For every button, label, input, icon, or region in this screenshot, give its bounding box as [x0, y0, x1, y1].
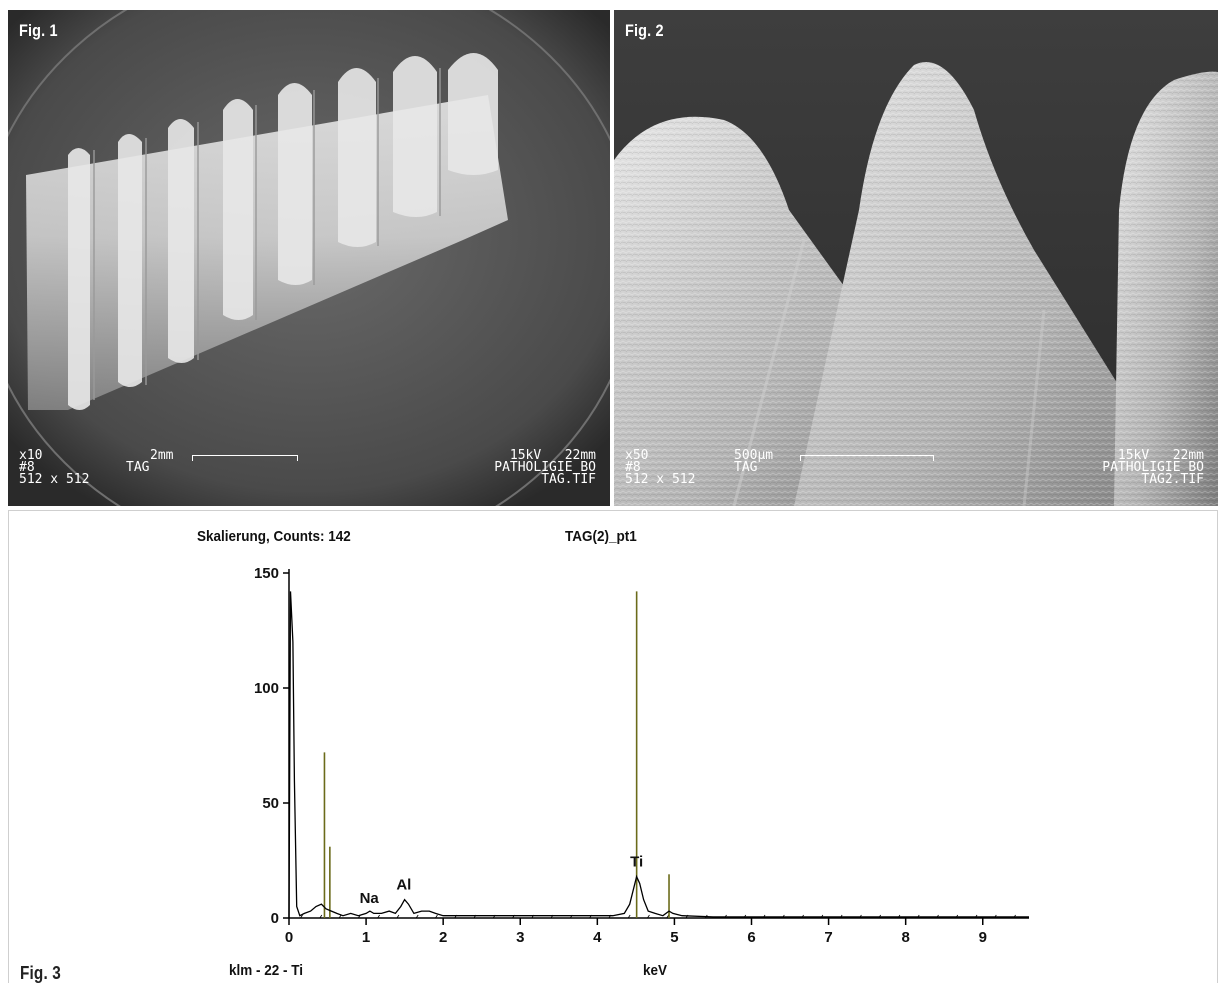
sem-scale-label: 2mm — [150, 448, 174, 463]
noise-mark — [627, 914, 631, 919]
y-tick-label: 100 — [254, 680, 279, 697]
x-axis-label: keV — [643, 962, 668, 979]
noise-mark — [319, 914, 323, 919]
figure-label: Fig. 3 — [20, 963, 61, 983]
footer-label: klm - 22 - Ti — [229, 962, 304, 979]
noise-mark — [415, 914, 419, 919]
sem-resolution: 512 x 512 — [19, 472, 90, 487]
implant-screw-illustration — [8, 10, 610, 506]
sem-image-fig1: Fig. 1 x10 2mm #8 TAG 512 x 512 15kV 22m… — [8, 10, 610, 506]
sem-voltage-working-distance: 15kV 22mm — [509, 448, 596, 463]
y-tick-label: 50 — [262, 795, 279, 812]
noise-mark — [396, 914, 400, 919]
sem-file-name: TAG.TIF — [541, 472, 596, 487]
figure-label: Fig. 2 — [625, 21, 664, 40]
x-tick-label: 0 — [285, 929, 293, 946]
scale-bar — [192, 455, 298, 461]
x-tick-label: 6 — [747, 929, 755, 946]
edx-spectrum-figure: 0 50 100 150 0 1 2 3 4 5 6 7 8 9 Na Al Ti Skalierung, Co… — [8, 510, 1218, 983]
peak-label: Ti — [630, 853, 643, 870]
sem-sample-name: TAG — [734, 460, 758, 475]
sem-magnification: x50 — [625, 448, 649, 463]
x-tick-label: 2 — [439, 929, 447, 946]
sem-lab: PATHOLIGIE BO — [494, 460, 596, 475]
edx-spectrum-chart: 0 50 100 150 0 1 2 3 4 5 6 7 8 9 Na Al Ti — [254, 565, 1029, 946]
sem-sample-number: #8 — [625, 460, 641, 475]
peak-label: Na — [360, 890, 380, 907]
sem-scale-label: 500µm — [734, 448, 774, 463]
sem-resolution: 512 x 512 — [625, 472, 696, 487]
noise-mark — [647, 914, 650, 919]
scaling-info: Skalierung, Counts: 142 — [197, 528, 351, 545]
scale-bar — [800, 455, 934, 461]
sem-sample-name: TAG — [126, 460, 150, 475]
sem-voltage-working-distance: 15kV 22mm — [1117, 448, 1204, 463]
sem-sample-number: #8 — [19, 460, 35, 475]
noise-mark — [300, 914, 303, 919]
noise-mark — [377, 914, 380, 919]
x-tick-label: 9 — [979, 929, 987, 946]
x-tick-label: 1 — [362, 929, 370, 946]
x-tick-label: 8 — [901, 929, 909, 946]
noise-mark — [435, 914, 438, 919]
thread-closeup-illustration — [614, 10, 1218, 506]
sem-file-name: TAG2.TIF — [1141, 472, 1204, 487]
x-tick-label: 3 — [516, 929, 524, 946]
x-tick-label: 5 — [670, 929, 678, 946]
y-tick-label: 150 — [254, 565, 279, 582]
x-tick-label: 7 — [824, 929, 832, 946]
figure-label: Fig. 1 — [19, 21, 58, 40]
spectrum-line — [288, 591, 1029, 919]
sem-image-fig2: Fig. 2 x50 500µm #8 TAG 512 x 512 15kV 2… — [614, 10, 1218, 506]
sem-lab: PATHOLIGIE BO — [1102, 460, 1204, 475]
sem-magnification: x10 — [19, 448, 43, 463]
spectrum-title: TAG(2)_pt1 — [565, 528, 637, 545]
peak-label: Al — [396, 876, 411, 893]
y-tick-label: 0 — [271, 910, 279, 927]
x-tick-label: 4 — [593, 929, 602, 946]
